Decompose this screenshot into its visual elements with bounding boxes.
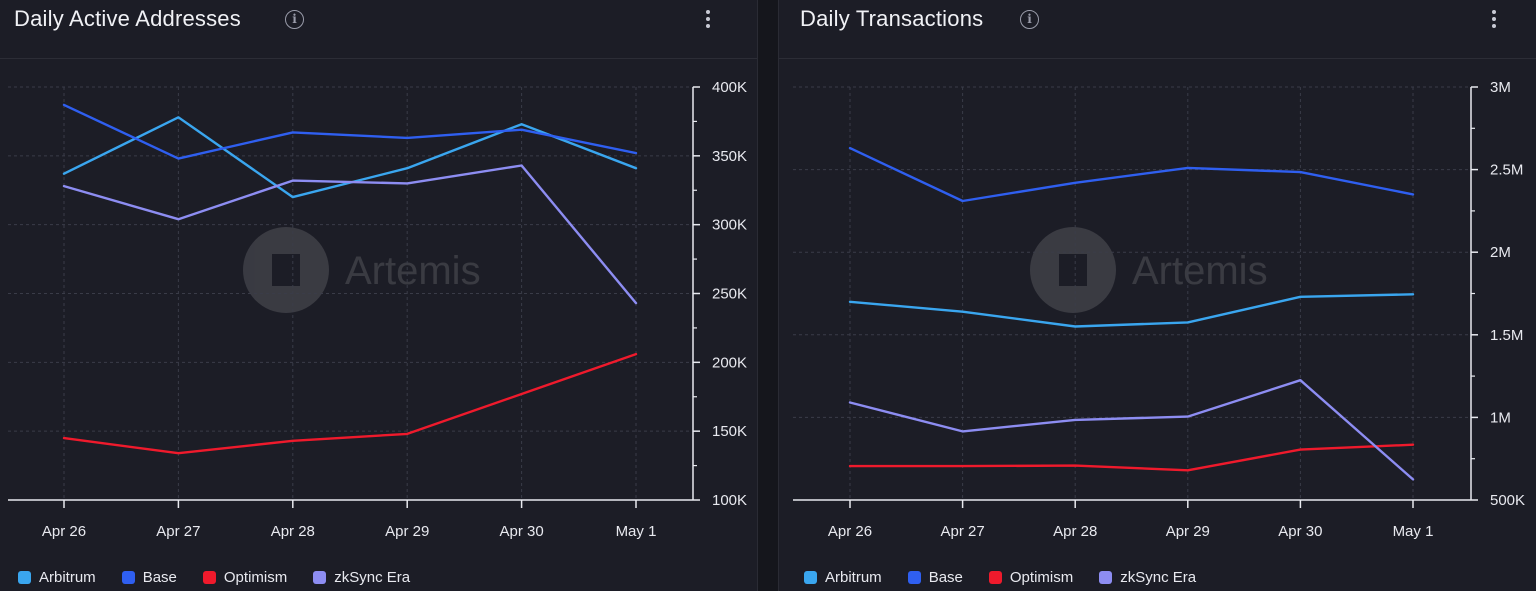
legend-item-optimism[interactable]: Optimism — [202, 568, 288, 586]
y-tick-label: 100K — [712, 492, 747, 509]
series-line-arbitrum — [62, 116, 638, 199]
legend-swatch — [121, 570, 135, 584]
legend-item-base[interactable]: Base — [121, 568, 177, 586]
y-tick-label: 250K — [712, 286, 747, 303]
x-tick-label: Apr 28 — [1053, 523, 1097, 540]
daily-active-addresses-chart: Artemis 100K 150K 200K 250K 300K 350K 400K Apr 2… — [8, 79, 747, 540]
legend: Arbitrum Base Optimism zkSync Era — [804, 566, 1222, 588]
watermark-logo — [1030, 227, 1116, 313]
legend-label: Optimism — [223, 568, 288, 586]
daily-transactions-chart: Artemis 500K 1M 1.5M 2M 2.5M 3M Apr 26 Apr 27 Apr… — [793, 79, 1525, 540]
legend-item-arbitrum[interactable]: Arbitrum — [18, 569, 96, 586]
x-tick-label: Apr 30 — [499, 523, 543, 540]
y-tick-label: 200K — [712, 354, 747, 371]
x-tick-label: Apr 26 — [828, 523, 872, 540]
y-tick-label: 150K — [712, 423, 747, 440]
legend-item-zksync-era[interactable]: zkSync Era — [313, 569, 410, 586]
more-options-icon[interactable] — [1491, 10, 1497, 32]
chart-title: Daily Transactions — [800, 6, 984, 31]
watermark-text: Artemis — [1132, 249, 1268, 293]
y-tick-label: 350K — [712, 148, 747, 165]
x-tick-label: Apr 26 — [42, 523, 86, 540]
more-options-icon[interactable] — [705, 10, 711, 32]
series-line-zksync-era — [848, 379, 1415, 481]
y-tick-label: 2M — [1490, 244, 1511, 261]
legend-swatch — [202, 570, 216, 584]
legend-item-base[interactable]: Base — [907, 568, 963, 586]
info-icon[interactable]: i — [1020, 10, 1039, 29]
chart-title: Daily Active Addresses — [14, 6, 241, 31]
legend-swatch — [907, 570, 921, 584]
daily-active-addresses-panel: Daily Active Addresses i Artemis 100K 150K… — [0, 0, 758, 591]
daily-transactions-panel: Daily Transactions i Artemis 500K 1M 1.5M 2M… — [778, 0, 1536, 591]
panel-header: Daily Active Addresses i — [0, 0, 757, 59]
legend-label: Arbitrum — [825, 568, 882, 586]
x-tick-label: Apr 29 — [1166, 523, 1210, 540]
x-tick-label: Apr 28 — [271, 523, 315, 540]
y-tick-label: 400K — [712, 79, 747, 96]
legend-swatch — [313, 570, 327, 584]
y-tick-label: 300K — [712, 217, 747, 234]
legend-item-arbitrum[interactable]: Arbitrum — [804, 569, 882, 586]
series-line-zksync-era — [62, 164, 638, 305]
watermark: Artemis — [1030, 227, 1268, 313]
x-tick-label: May 1 — [1393, 523, 1434, 540]
x-tick-label: Apr 30 — [1278, 523, 1322, 540]
info-icon[interactable]: i — [285, 10, 304, 29]
legend-label: Arbitrum — [39, 568, 96, 586]
legend-label: zkSync Era — [334, 568, 411, 586]
x-tick-label: May 1 — [616, 523, 657, 540]
watermark: Artemis — [243, 227, 481, 313]
legend-label: Base — [142, 568, 177, 586]
legend-swatch — [988, 570, 1002, 584]
y-tick-label: 1.5M — [1490, 327, 1523, 344]
watermark-text: Artemis — [345, 249, 481, 293]
series-line-arbitrum — [848, 293, 1415, 328]
legend-swatch — [1099, 570, 1113, 584]
watermark-logo-mark — [272, 254, 300, 286]
y-tick-label: 3M — [1490, 79, 1511, 96]
legend-swatch — [804, 570, 817, 584]
series-line-optimism — [62, 352, 638, 455]
legend: Arbitrum Base Optimism zkSync Era — [18, 566, 436, 588]
y-tick-label: 2.5M — [1490, 162, 1523, 179]
series-line-optimism — [848, 443, 1415, 472]
x-tick-label: Apr 27 — [940, 523, 984, 540]
legend-swatch — [18, 570, 31, 584]
legend-item-optimism[interactable]: Optimism — [988, 568, 1074, 586]
legend-label: Base — [928, 568, 963, 586]
legend-item-zksync-era[interactable]: zkSync Era — [1099, 569, 1196, 586]
watermark-logo-mark — [1059, 254, 1087, 286]
y-tick-label: 1M — [1490, 409, 1511, 426]
x-tick-label: Apr 27 — [156, 523, 200, 540]
panel-header: Daily Transactions i — [779, 0, 1536, 59]
legend-label: Optimism — [1009, 568, 1074, 586]
series-line-base — [848, 146, 1415, 203]
legend-label: zkSync Era — [1120, 568, 1197, 586]
watermark-logo — [243, 227, 329, 313]
series-line-base — [62, 103, 638, 160]
y-tick-label: 500K — [1490, 492, 1525, 509]
x-tick-label: Apr 29 — [385, 523, 429, 540]
